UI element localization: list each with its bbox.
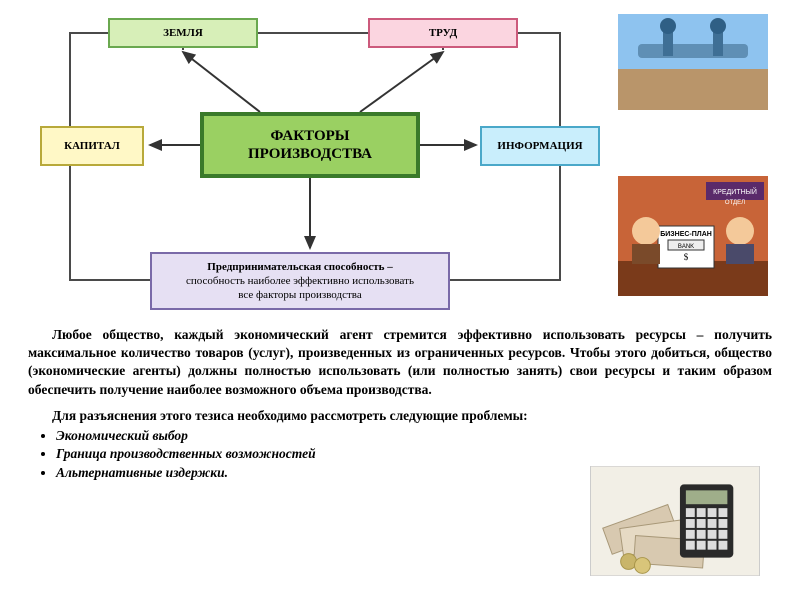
image-credit-dept: КРЕДИТНЫЙ ОТДЕЛ БИЗНЕС-ПЛАН BANK $ [618, 176, 768, 296]
factors-diagram: ФАКТОРЫПРОИЗВОДСТВА ЗЕМЛЯ ТРУД КАПИТАЛ И… [0, 0, 800, 320]
svg-text:$: $ [684, 252, 689, 262]
node-land: ЗЕМЛЯ [108, 18, 258, 48]
image-calculator-money [590, 466, 760, 576]
node-information: ИНФОРМАЦИЯ [480, 126, 600, 166]
svg-text:БИЗНЕС-ПЛАН: БИЗНЕС-ПЛАН [660, 231, 712, 238]
node-center-factors: ФАКТОРЫПРОИЗВОДСТВА [200, 112, 420, 178]
node-capital: КАПИТАЛ [40, 126, 144, 166]
image-pipeline [618, 14, 768, 110]
node-entrepreneurship: Предпринимательская способность – способ… [150, 252, 450, 310]
bullet-2: Граница производственных возможностей [56, 445, 772, 463]
node-center-label: ФАКТОРЫПРОИЗВОДСТВА [248, 127, 372, 163]
bullet-1: Экономический выбор [56, 427, 772, 445]
para1-text: Любое общество, каждый экономический аге… [28, 326, 772, 399]
node-land-label: ЗЕМЛЯ [163, 27, 203, 39]
node-info-label: ИНФОРМАЦИЯ [497, 140, 582, 152]
node-labor-label: ТРУД [429, 27, 457, 39]
ent-line3: все факторы производства [238, 288, 361, 302]
ent-line1: Предпринимательская способность – [207, 260, 392, 274]
svg-text:ОТДЕЛ: ОТДЕЛ [725, 200, 745, 206]
svg-text:КРЕДИТНЫЙ: КРЕДИТНЫЙ [713, 187, 757, 196]
node-capital-label: КАПИТАЛ [64, 140, 120, 152]
svg-text:BANK: BANK [678, 244, 694, 250]
paragraph-main: Любое общество, каждый экономический аге… [0, 320, 800, 407]
node-labor: ТРУД [368, 18, 518, 48]
ent-line2: способность наиболее эффективно использо… [186, 274, 414, 288]
para2-text: Для разъяснения этого тезиса необходимо … [28, 407, 772, 425]
